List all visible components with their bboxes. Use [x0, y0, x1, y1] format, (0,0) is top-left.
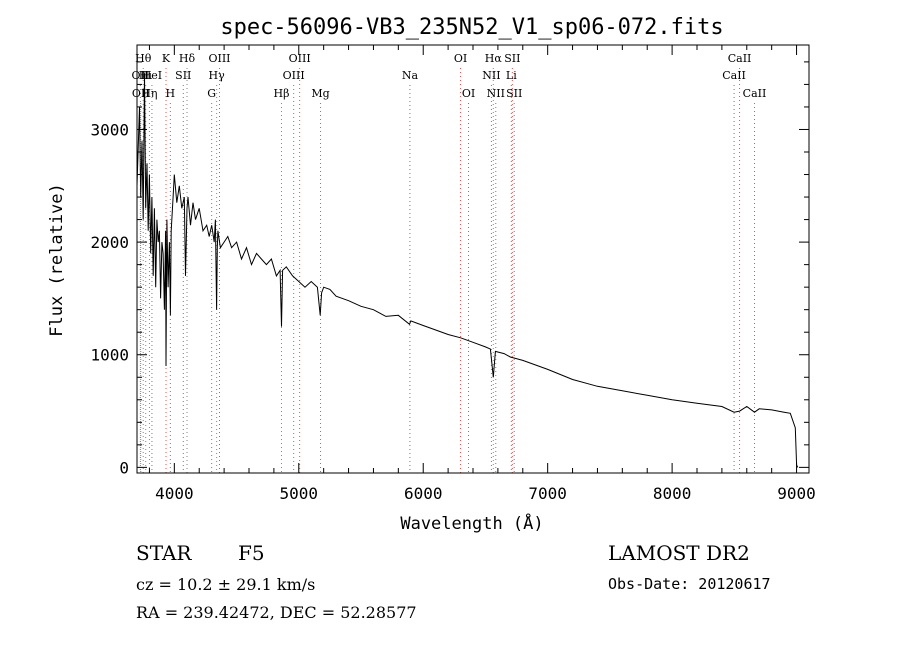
line-marker-label-21: Hα [485, 52, 503, 65]
x-tick-label-5: 9000 [777, 484, 816, 503]
line-marker-label-24: SII [504, 52, 520, 65]
line-marker-label-9: Hδ [179, 52, 196, 65]
y-tick-label-1: 1000 [90, 346, 129, 365]
line-marker-labels: OIIOIIHθHιHηHeIKHSIIHδGHγOIIIHβOIIIOIIIM… [132, 52, 767, 100]
y-tick-label-2: 2000 [90, 233, 129, 252]
line-marker-label-5: HeI [142, 69, 162, 82]
line-marker-label-22: NII [487, 87, 505, 100]
line-marker-label-2: Hθ [135, 52, 152, 65]
line-marker-label-25: SII [506, 87, 522, 100]
spectrum-line [136, 73, 799, 468]
line-markers [139, 68, 755, 473]
x-tick-label-0: 4000 [155, 484, 194, 503]
line-marker-label-28: CaII [743, 87, 767, 100]
line-marker-label-14: OIII [283, 69, 305, 82]
x-axis-ticks: 4000 5000 6000 7000 8000 9000 [148, 45, 816, 503]
chart-title: spec-56096-VB3_235N52_V1_sp06-072.fits [220, 15, 723, 40]
line-marker-label-3: Hι [139, 69, 153, 82]
line-marker-label-26: CaII [722, 69, 746, 82]
y-axis-label: Flux (relative) [47, 183, 67, 337]
y-tick-label-0: 0 [119, 458, 129, 477]
line-marker-label-7: H [166, 87, 176, 100]
line-marker-label-10: G [207, 87, 216, 100]
x-tick-label-1: 5000 [280, 484, 319, 503]
survey-name: LAMOST DR2 [608, 541, 750, 565]
y-axis-ticks: 0 1000 2000 3000 [90, 61, 809, 477]
line-marker-label-17: Na [402, 69, 419, 82]
line-marker-label-19: OI [462, 87, 475, 100]
object-class: STAR [136, 541, 192, 565]
line-marker-label-20: NII [482, 69, 500, 82]
line-marker-label-12: OIII [208, 52, 230, 65]
line-marker-label-11: Hγ [209, 69, 226, 82]
line-marker-label-16: Mg [311, 87, 329, 100]
x-tick-label-3: 7000 [528, 484, 567, 503]
line-marker-label-8: SII [175, 69, 191, 82]
line-marker-label-4: Hη [141, 87, 157, 100]
x-axis-label: Wavelength (Å) [400, 512, 543, 534]
line-marker-label-13: Hβ [274, 87, 290, 100]
plot-frame [136, 44, 810, 474]
object-subclass: F5 [238, 541, 265, 565]
line-marker-label-18: OI [454, 52, 467, 65]
x-tick-label-2: 6000 [404, 484, 443, 503]
x-tick-label-4: 8000 [653, 484, 692, 503]
line-marker-label-23: Li [506, 69, 517, 82]
y-tick-label-3: 3000 [90, 120, 129, 139]
redshift-cz: cz = 10.2 ± 29.1 km/s [136, 575, 316, 594]
line-marker-label-6: K [162, 52, 171, 65]
line-marker-label-27: CaII [728, 52, 752, 65]
line-marker-label-15: OIII [289, 52, 311, 65]
coordinates: RA = 239.42472, DEC = 52.28577 [136, 603, 417, 622]
observation-date: Obs-Date: 20120617 [608, 575, 771, 593]
